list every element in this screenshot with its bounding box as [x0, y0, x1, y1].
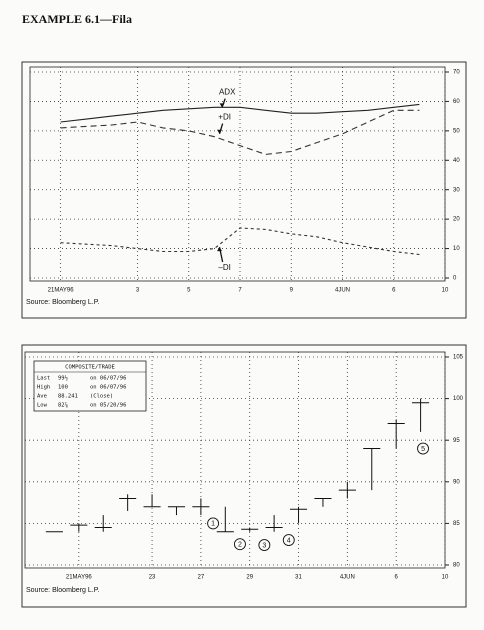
annotation: 4 [287, 537, 291, 544]
x-tick-label: 6 [392, 288, 396, 294]
info-cell: 82⅞ [58, 402, 68, 409]
info-box [33, 360, 147, 412]
y-tick-label: 40 [453, 158, 460, 164]
x-tick-label: 9 [290, 288, 294, 294]
series-line [60, 227, 420, 256]
annotation: 1 [211, 521, 215, 528]
y-tick-label: 50 [453, 128, 460, 134]
info-cell: on 06/07/96 [90, 376, 126, 382]
x-tick-label: 29 [246, 575, 253, 581]
annotation: ADX [219, 88, 236, 97]
page-title: EXAMPLE 6.1—Fila [22, 12, 132, 26]
y-tick-label: 10 [453, 246, 460, 252]
chart-border [21, 344, 467, 608]
info-cell: on 05/20/96 [90, 403, 126, 409]
info-cell: Ave [37, 394, 47, 400]
y-tick-label: 60 [453, 99, 460, 105]
series-line [60, 109, 420, 155]
x-tick-label: 27 [198, 575, 205, 581]
info-cell: (Close) [90, 394, 113, 400]
x-tick-label: 4JUN [335, 288, 350, 294]
info-cell: 88.241 [58, 394, 78, 400]
info-cell: High [37, 385, 50, 391]
arrow-head [217, 129, 222, 134]
annotation: –DI [218, 263, 230, 272]
annotation: 3 [262, 542, 266, 549]
x-tick-label: 21MAY96 [66, 575, 93, 581]
annotation: 2 [238, 542, 242, 549]
y-tick-label: 70 [453, 70, 460, 76]
x-tick-label: 7 [238, 288, 242, 294]
y-tick-label: 0 [453, 276, 457, 282]
info-cell: Low [37, 403, 48, 409]
annotation-circle [207, 517, 220, 530]
y-tick-label: 100 [453, 396, 464, 402]
annotation: 5 [421, 446, 425, 453]
y-tick-label: 105 [453, 355, 464, 361]
x-tick-label: 4JUN [340, 575, 355, 581]
annotation-circle [258, 539, 271, 551]
y-tick-label: 30 [453, 187, 460, 193]
x-tick-label: 5 [187, 288, 191, 294]
info-title: COMPOSITE/TRADE [65, 365, 115, 371]
x-tick-label: 10 [442, 575, 449, 581]
x-tick-label: 31 [295, 575, 302, 581]
series-line [60, 103, 420, 123]
arrow-head [219, 103, 225, 108]
arrow-head [217, 247, 222, 252]
chart-border [21, 61, 467, 319]
annotation: +DI [218, 113, 231, 122]
info-cell: on 06/07/96 [90, 385, 126, 391]
x-tick-label: 23 [149, 575, 156, 581]
x-tick-label: 6 [395, 575, 399, 581]
plot-frame [29, 66, 446, 282]
y-tick-label: 20 [453, 217, 460, 223]
y-tick-label: 95 [453, 438, 460, 444]
annotation-circle [282, 534, 295, 546]
y-tick-label: 90 [453, 479, 460, 485]
annotation-circle [233, 538, 246, 551]
x-tick-label: 10 [442, 288, 449, 294]
x-tick-label: 3 [136, 288, 140, 294]
y-tick-label: 80 [453, 563, 460, 569]
info-cell: 99½ [58, 375, 68, 382]
annotation-circle [417, 442, 429, 455]
y-tick-label: 85 [453, 521, 460, 527]
info-cell: 100 [58, 385, 68, 391]
x-tick-label: 21MAY96 [48, 288, 75, 294]
source: Source: Bloomberg L.P. [26, 299, 99, 306]
info-cell: Last [37, 376, 50, 382]
source: Source: Bloomberg L.P. [26, 587, 99, 594]
